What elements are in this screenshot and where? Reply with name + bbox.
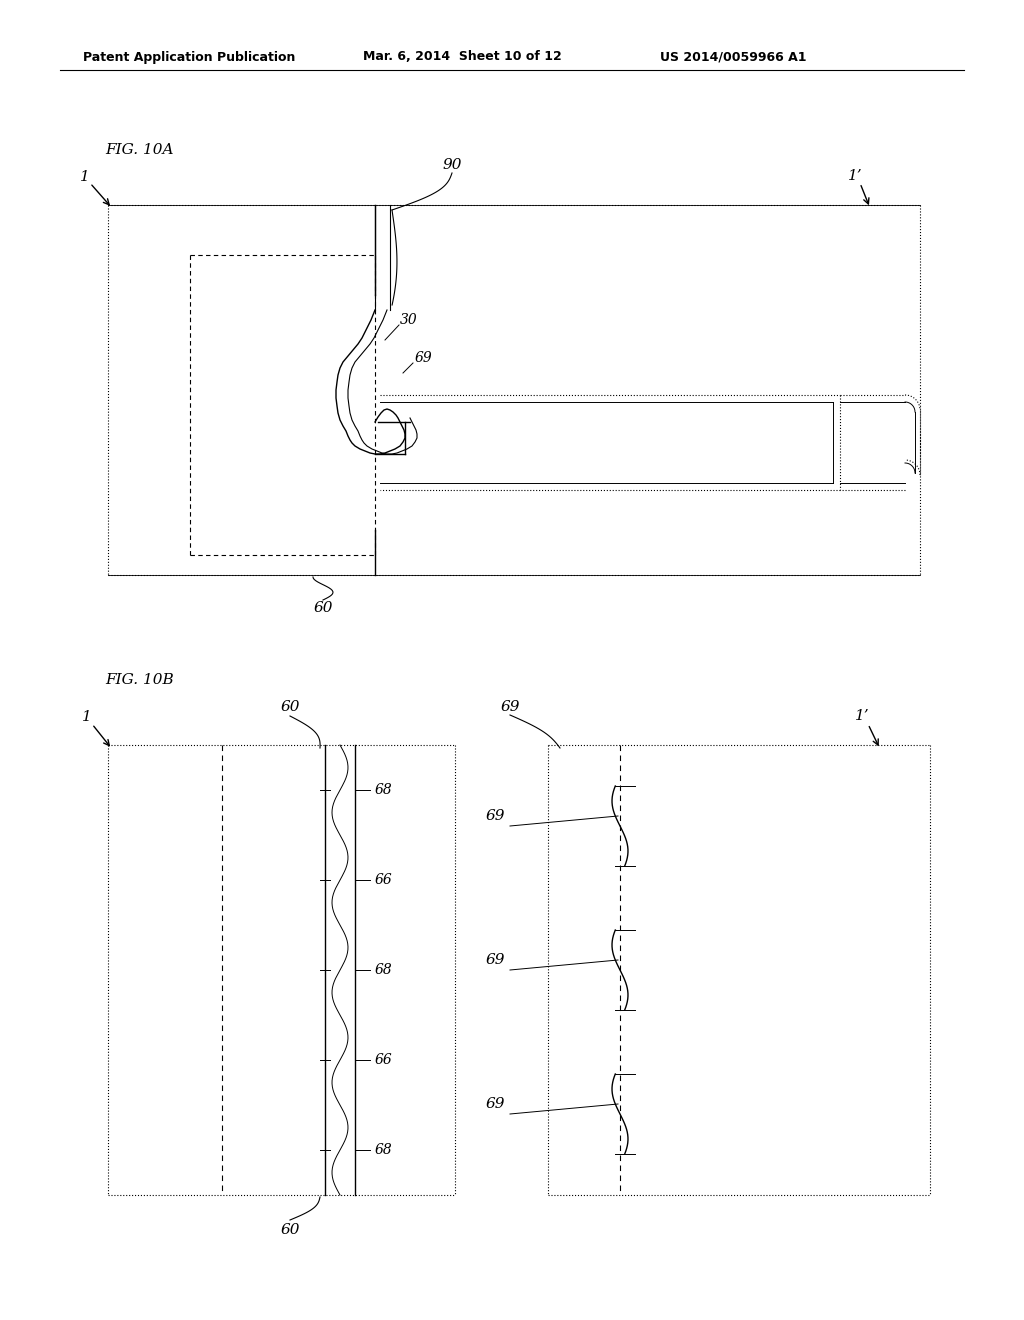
- Text: FIG. 10A: FIG. 10A: [105, 143, 173, 157]
- Text: 1: 1: [80, 170, 90, 183]
- Text: 68: 68: [375, 783, 393, 797]
- Text: 69: 69: [485, 1097, 505, 1111]
- Text: 1: 1: [82, 710, 92, 723]
- Text: 30: 30: [400, 313, 418, 327]
- Text: 1’: 1’: [848, 169, 862, 183]
- Text: FIG. 10B: FIG. 10B: [105, 673, 174, 686]
- Text: 69: 69: [415, 351, 433, 366]
- Text: Patent Application Publication: Patent Application Publication: [83, 50, 295, 63]
- Text: 69: 69: [485, 809, 505, 822]
- Text: 60: 60: [281, 1224, 300, 1237]
- Text: 69: 69: [485, 953, 505, 968]
- Text: 60: 60: [313, 601, 333, 615]
- Text: 90: 90: [442, 158, 462, 172]
- Text: Mar. 6, 2014  Sheet 10 of 12: Mar. 6, 2014 Sheet 10 of 12: [362, 50, 562, 63]
- Text: 66: 66: [375, 1053, 393, 1067]
- Text: 69: 69: [501, 700, 520, 714]
- Text: 68: 68: [375, 1143, 393, 1158]
- Text: 68: 68: [375, 964, 393, 977]
- Text: 1’: 1’: [855, 709, 869, 723]
- Text: 66: 66: [375, 873, 393, 887]
- Text: 60: 60: [281, 700, 300, 714]
- Text: US 2014/0059966 A1: US 2014/0059966 A1: [660, 50, 807, 63]
